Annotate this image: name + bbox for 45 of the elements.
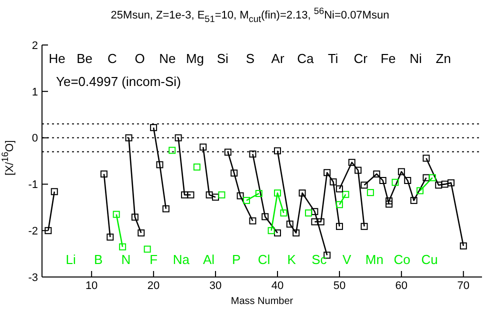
- annotation: Ne: [158, 51, 177, 66]
- annotation: Ti: [326, 51, 340, 66]
- y-tick-label: -1: [28, 179, 38, 192]
- annotation: Mn: [364, 252, 384, 267]
- annotation: K: [286, 252, 297, 267]
- y-tick-label: 0: [32, 132, 38, 145]
- annotation: Ar: [270, 51, 286, 66]
- annotation: Cl: [256, 252, 272, 267]
- annotation: Ca: [296, 51, 315, 66]
- annotation: Zn: [434, 51, 452, 66]
- x-tick-label: 30: [209, 280, 222, 292]
- annotation: Al: [202, 252, 216, 267]
- x-tick-label: 40: [271, 280, 284, 292]
- annotation: Ye=0.4997 (incom-Si): [56, 74, 181, 89]
- y-tick-label: 1: [32, 86, 38, 98]
- x-tick-label: 20: [147, 280, 160, 292]
- x-tick-label: 50: [333, 280, 346, 292]
- chart-title: 25Msun, Z=1e-3, E$_{51}$=10, M$_{cut}$(fin)=2.13, $^{56}$Ni=0.07Msun: [110, 6, 390, 24]
- y-tick-label: -2: [28, 226, 38, 238]
- annotation: Mg: [184, 51, 206, 66]
- x-tick-label: 70: [457, 280, 470, 292]
- y-tick-label: -3: [28, 272, 38, 284]
- annotation: Fe: [380, 51, 397, 66]
- annotation: Na: [172, 252, 190, 267]
- x-axis-title: Mass Number: [230, 296, 294, 307]
- annotation: Li: [64, 252, 77, 267]
- annotation: P: [231, 252, 242, 267]
- annotation: Ni: [408, 51, 423, 66]
- annotation: Co: [392, 252, 412, 267]
- annotation: V: [341, 252, 352, 267]
- annotation: Cr: [352, 51, 368, 66]
- annotation: Cu: [420, 252, 439, 267]
- x-tick-label: 60: [395, 280, 408, 292]
- annotation: O: [134, 51, 146, 66]
- x-tick-label: 10: [85, 280, 98, 292]
- annotation: S: [244, 51, 256, 66]
- annotation: F: [148, 252, 159, 267]
- annotation: He: [48, 51, 66, 66]
- annotation: Be: [76, 51, 94, 66]
- annotation: Si: [216, 51, 230, 66]
- y-tick-label: 2: [32, 40, 38, 52]
- annotation: Sc: [310, 252, 328, 267]
- annotation: B: [93, 252, 104, 267]
- annotation: C: [106, 51, 118, 66]
- annotation: N: [120, 252, 132, 267]
